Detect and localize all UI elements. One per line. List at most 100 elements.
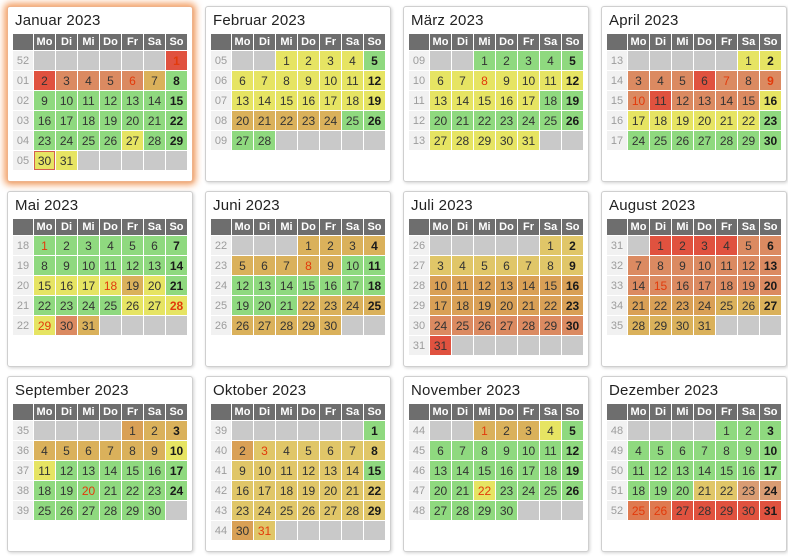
day-cell[interactable]: 11 <box>34 461 55 480</box>
day-cell[interactable]: 10 <box>320 71 341 90</box>
day-cell[interactable]: 24 <box>56 131 77 150</box>
day-cell[interactable]: 13 <box>320 461 341 480</box>
day-cell[interactable]: 1 <box>122 421 143 440</box>
day-cell[interactable]: 3 <box>694 236 715 255</box>
day-cell[interactable]: 27 <box>430 501 451 520</box>
day-cell[interactable]: 15 <box>276 91 297 110</box>
day-cell[interactable]: 5 <box>56 441 77 460</box>
day-cell[interactable]: 16 <box>672 276 693 295</box>
day-cell[interactable]: 6 <box>430 441 451 460</box>
day-cell[interactable]: 4 <box>34 441 55 460</box>
day-cell[interactable]: 30 <box>672 316 693 335</box>
day-cell[interactable]: 10 <box>628 91 649 110</box>
day-cell[interactable]: 20 <box>760 276 781 295</box>
day-cell[interactable]: 4 <box>78 71 99 90</box>
day-cell[interactable]: 9 <box>738 441 759 460</box>
month-panel-2[interactable]: Februar 2023 Mo Di Mi Do Fr Sa So 05 1 2 3 4 5 06 6 7 8 9 1… <box>205 6 391 182</box>
day-cell[interactable]: 13 <box>122 91 143 110</box>
day-cell[interactable]: 11 <box>628 461 649 480</box>
day-cell[interactable]: 25 <box>78 131 99 150</box>
day-cell[interactable]: 13 <box>144 256 165 275</box>
day-cell[interactable]: 18 <box>540 461 561 480</box>
day-cell[interactable]: 26 <box>672 131 693 150</box>
day-cell[interactable]: 26 <box>56 501 77 520</box>
day-cell[interactable]: 28 <box>518 316 539 335</box>
day-cell[interactable]: 27 <box>78 501 99 520</box>
day-cell[interactable]: 18 <box>716 276 737 295</box>
day-cell[interactable]: 19 <box>474 296 495 315</box>
day-cell[interactable]: 5 <box>122 236 143 255</box>
day-cell[interactable]: 1 <box>716 421 737 440</box>
day-cell[interactable]: 4 <box>342 51 363 70</box>
day-cell[interactable]: 23 <box>232 501 253 520</box>
month-panel-9[interactable]: September 2023 Mo Di Mi Do Fr Sa So 35 1 2 3 36 4 5 6 7 8… <box>7 376 193 552</box>
day-cell[interactable]: 22 <box>34 296 55 315</box>
day-cell[interactable]: 17 <box>56 111 77 130</box>
day-cell[interactable]: 17 <box>430 296 451 315</box>
day-cell[interactable]: 20 <box>122 111 143 130</box>
day-cell[interactable]: 19 <box>298 481 319 500</box>
day-cell[interactable]: 19 <box>650 481 671 500</box>
day-cell[interactable]: 23 <box>144 481 165 500</box>
day-cell[interactable]: 10 <box>518 71 539 90</box>
day-cell[interactable]: 11 <box>716 256 737 275</box>
day-cell[interactable]: 5 <box>562 421 583 440</box>
day-cell[interactable]: 12 <box>562 441 583 460</box>
day-cell[interactable]: 21 <box>100 481 121 500</box>
day-cell[interactable]: 15 <box>650 276 671 295</box>
day-cell[interactable]: 13 <box>496 276 517 295</box>
day-cell[interactable]: 26 <box>562 111 583 130</box>
day-cell[interactable]: 11 <box>100 256 121 275</box>
day-cell[interactable]: 26 <box>650 501 671 520</box>
day-cell[interactable]: 20 <box>144 276 165 295</box>
day-cell[interactable]: 4 <box>650 71 671 90</box>
day-cell[interactable]: 6 <box>694 71 715 90</box>
day-cell[interactable]: 24 <box>694 296 715 315</box>
day-cell[interactable]: 10 <box>166 441 187 460</box>
day-cell[interactable]: 10 <box>760 441 781 460</box>
day-cell[interactable]: 3 <box>760 421 781 440</box>
day-cell[interactable]: 23 <box>672 296 693 315</box>
day-cell[interactable]: 14 <box>694 461 715 480</box>
day-cell[interactable]: 18 <box>628 481 649 500</box>
day-cell[interactable]: 19 <box>122 276 143 295</box>
day-cell[interactable]: 20 <box>320 481 341 500</box>
day-cell[interactable]: 31 <box>518 131 539 150</box>
day-cell[interactable]: 17 <box>628 111 649 130</box>
day-cell[interactable]: 8 <box>34 256 55 275</box>
day-cell[interactable]: 14 <box>518 276 539 295</box>
month-panel-12[interactable]: Dezember 2023 Mo Di Mi Do Fr Sa So 48 1 2 3 49 4 5 6 7 8 9… <box>601 376 787 552</box>
day-cell[interactable]: 17 <box>320 91 341 110</box>
day-cell[interactable]: 15 <box>122 461 143 480</box>
day-cell[interactable]: 20 <box>694 111 715 130</box>
day-cell[interactable]: 23 <box>738 481 759 500</box>
day-cell[interactable]: 28 <box>100 501 121 520</box>
day-cell[interactable]: 5 <box>672 71 693 90</box>
day-cell[interactable]: 16 <box>34 111 55 130</box>
day-cell[interactable]: 9 <box>672 256 693 275</box>
day-cell[interactable]: 12 <box>232 276 253 295</box>
day-cell[interactable]: 7 <box>166 236 187 255</box>
day-cell[interactable]: 12 <box>122 256 143 275</box>
day-cell[interactable]: 27 <box>496 316 517 335</box>
day-cell[interactable]: 29 <box>364 501 385 520</box>
day-cell[interactable]: 3 <box>518 51 539 70</box>
day-cell[interactable]: 12 <box>474 276 495 295</box>
day-cell[interactable]: 14 <box>254 91 275 110</box>
day-cell[interactable]: 19 <box>562 91 583 110</box>
day-cell[interactable]: 14 <box>628 276 649 295</box>
day-cell[interactable]: 17 <box>694 276 715 295</box>
day-cell[interactable]: 18 <box>540 91 561 110</box>
day-cell[interactable]: 7 <box>694 441 715 460</box>
day-cell[interactable]: 5 <box>738 236 759 255</box>
day-cell[interactable]: 28 <box>276 316 297 335</box>
month-panel-10[interactable]: Oktober 2023 Mo Di Mi Do Fr Sa So 39 1 40 2 3 4 5 6 7 8 41… <box>205 376 391 552</box>
day-cell[interactable]: 1 <box>650 236 671 255</box>
day-cell[interactable]: 4 <box>540 421 561 440</box>
day-cell[interactable]: 25 <box>276 501 297 520</box>
day-cell[interactable]: 16 <box>496 461 517 480</box>
day-cell[interactable]: 7 <box>144 71 165 90</box>
day-cell[interactable]: 20 <box>496 296 517 315</box>
day-cell[interactable]: 22 <box>364 481 385 500</box>
day-cell[interactable]: 15 <box>298 276 319 295</box>
